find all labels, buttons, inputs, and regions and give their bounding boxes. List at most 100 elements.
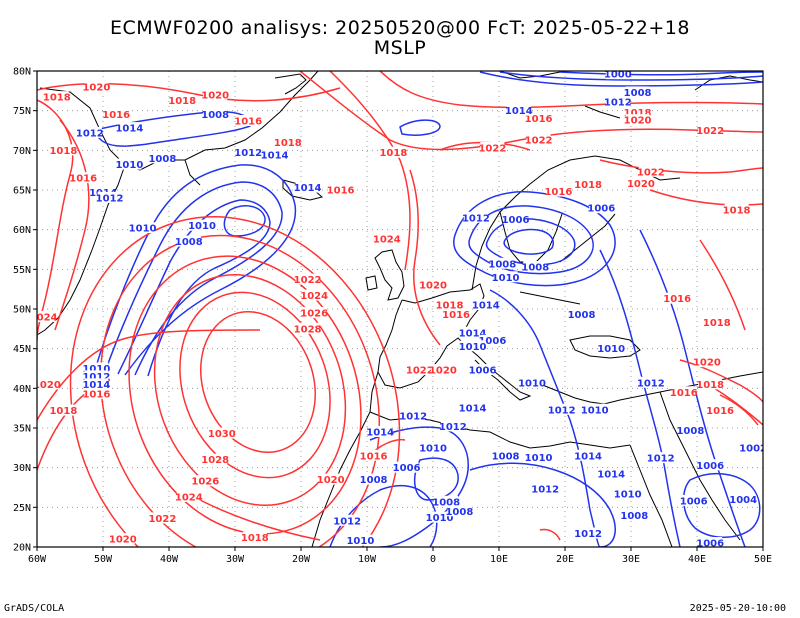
footer-timestamp: 2025-05-20-10:00 [689,603,786,614]
contour-label-bg [549,403,574,415]
isobar-label: 1014 [294,183,322,194]
isobar-label: 1006 [478,336,506,347]
isobar-label: 1010 [419,443,447,454]
isobar-label: 1010 [459,342,487,353]
contour-label-bg [295,181,320,193]
contour-label-bg [117,122,142,134]
isobar-label: 1016 [360,451,388,462]
isobar-label: 1018 [723,205,751,216]
isobar-label: 1020 [429,366,457,377]
contour-label-bg [91,186,115,198]
isobar-label: 1014 [459,404,487,415]
footer-credit: GrADS/COLA [4,603,65,614]
contour-label-bg [460,326,485,338]
isobar-label: 1022 [406,366,434,377]
lat-label: 20N [13,543,31,554]
contour-label-bg [236,146,261,158]
isobar-label: 1006 [696,461,724,472]
isobar-label: 1008 [445,507,473,518]
contour-label-bg [638,376,663,388]
contour-label-bg [262,149,287,161]
contour-label-bg [698,459,723,471]
contour-label-bg [242,531,267,543]
contour-label-bg [678,424,703,436]
isobar-label: 1018 [696,380,724,391]
isobar-label: 1022 [525,136,553,147]
isobar-label: 1018 [624,108,652,119]
isobar-label: 1016 [327,186,355,197]
contour-label-bg [434,495,459,507]
isobar-label: 1020 [627,179,655,190]
contour-label-bg [84,362,109,374]
isobar-label: 1008 [624,88,652,99]
contour-label-bg [704,316,729,328]
contour-label-bg [447,505,472,517]
isobar-label: 1024 [300,291,328,302]
isobar-label: 1028 [201,455,229,466]
isobar-label: 1018 [49,406,77,417]
isobar-label: 1008 [676,426,704,437]
isobar-label: 1020 [109,535,137,546]
contour-label-bg [381,146,406,158]
contour-label-bg [71,172,96,184]
isobar-label: 1026 [191,477,219,488]
lat-label: 45N [13,344,31,355]
contour-label-bg [193,475,218,487]
contour-label-bg [407,364,432,376]
contour-label-bg [698,124,723,136]
isobar-label: 1018 [574,180,602,191]
high-pressure-isobars [37,71,763,547]
isobar-label: 1010 [426,513,454,524]
contour-label-bg [526,112,551,124]
lat-label: 60N [13,225,31,236]
isobar-label: 1018 [436,301,464,312]
contour-label-bg [176,491,201,503]
lat-label: 35N [13,424,31,435]
isobar-label: 1012 [637,378,665,389]
contour-label-bg [460,340,485,352]
contour-label-bg [150,152,175,164]
contour-label-bg [698,378,723,390]
isobar-label: 1014 [505,106,533,117]
isobar-label: 1014 [574,451,602,462]
isobar-label: 1008 [492,451,520,462]
isobar-label: 1020 [624,116,652,127]
contour-label-bg [295,273,320,285]
plot-background [37,71,763,547]
contour-label-bg [236,114,261,126]
contour-label-bg [622,509,647,521]
isobar-label: 1014 [261,151,289,162]
isobar-label: 1014 [115,124,143,135]
isobar-label: 1010 [346,536,374,547]
isobar-label: 1016 [525,114,553,125]
isobar-label: 1016 [102,110,130,121]
isobar-label: 1002 [739,443,767,454]
lon-label: 50W [94,554,113,565]
isobar-label: 1018 [379,148,407,159]
isobar-label: 1022 [294,275,322,286]
contour-label-bg [209,427,234,439]
lon-label: 30W [226,554,245,565]
isobar-label: 1006 [393,463,421,474]
lat-label: 40N [13,384,31,395]
contour-label-bg [520,376,544,388]
contour-label-bg [724,203,749,215]
contour-label-bg [576,178,601,190]
contour-label-bg [671,386,696,398]
isobar-label: 1016 [544,187,572,198]
lon-label: 30E [622,554,640,565]
lat-label: 65N [13,186,31,197]
contour-label-bg [84,387,109,399]
isobar-label: 1008 [620,511,648,522]
contour-label-bg [576,527,601,539]
isobar-label: 1008 [432,497,460,508]
isobar-label: 1018 [168,96,196,107]
axes: 80N 75N 70N 65N 60N 55N 50N 45N 40N 35N 30N 25N 20N6… [13,67,772,566]
contour-label-bg [463,211,488,223]
contour-label-bg [533,483,558,495]
isobar-label: 1020 [419,281,447,292]
contour-label-bg [599,342,624,354]
contour-label-bg [150,512,175,524]
isobar-label: 1010 [614,489,642,500]
isobar-label: 1020 [201,90,229,101]
